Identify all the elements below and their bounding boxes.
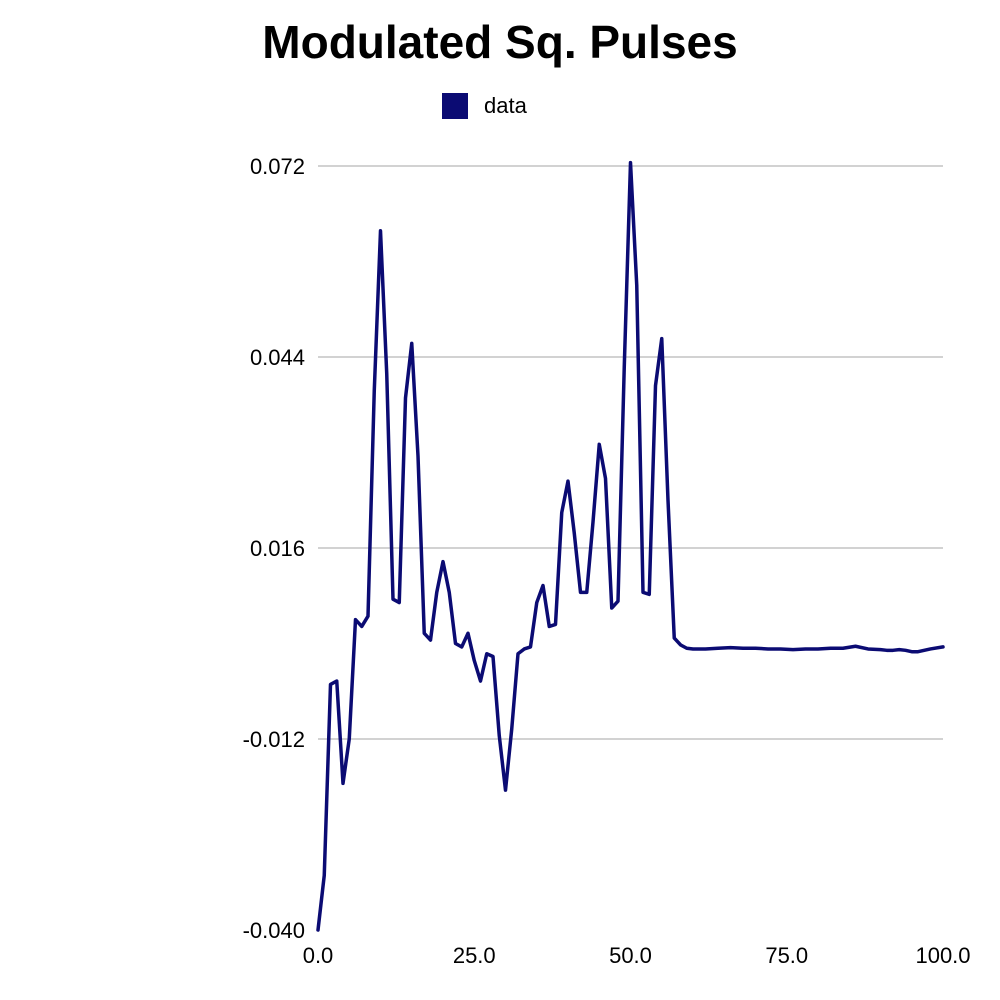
- y-tick-label: 0.044: [250, 345, 305, 370]
- legend-swatch-data: [442, 93, 468, 119]
- x-tick-label: 0.0: [303, 943, 334, 968]
- x-tick-label: 75.0: [765, 943, 808, 968]
- x-tick-label: 25.0: [453, 943, 496, 968]
- legend-label-data: data: [484, 93, 528, 118]
- y-tick-label: -0.040: [243, 918, 305, 943]
- y-tick-label: 0.072: [250, 154, 305, 179]
- x-axis-ticks: 0.0 25.0 50.0 75.0 100.0: [303, 943, 971, 968]
- chart-title: Modulated Sq. Pulses: [262, 16, 737, 68]
- x-tick-label: 100.0: [915, 943, 970, 968]
- series-line-data: [316, 160, 945, 932]
- y-tick-label: 0.016: [250, 536, 305, 561]
- y-tick-label: -0.012: [243, 727, 305, 752]
- x-tick-label: 50.0: [609, 943, 652, 968]
- gridlines: [318, 165, 943, 740]
- y-axis-ticks: -0.040 -0.012 0.016 0.044 0.072: [243, 154, 305, 943]
- legend: data: [442, 93, 528, 119]
- series-group: [316, 160, 945, 932]
